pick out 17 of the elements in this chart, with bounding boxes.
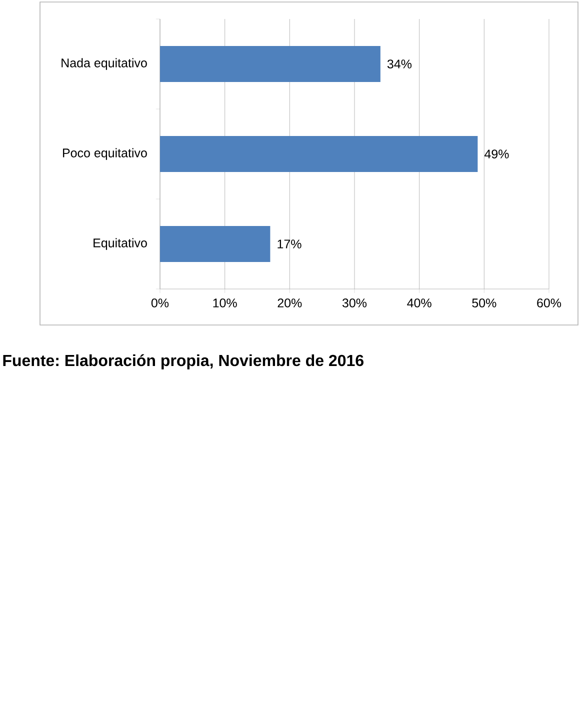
data-label: 17% [278,240,302,248]
source-note: Fuente: Elaboración propia, Noviembre de 2016 [3,354,364,370]
bar [160,136,478,172]
x-tick-label: 10% [213,298,237,308]
bar [160,226,270,262]
y-tick-label: Nada equitativo [62,58,147,70]
x-tick-label: 40% [407,298,432,308]
x-tick-label: 0% [151,298,169,308]
x-tick-label: 20% [278,298,302,308]
x-tick-label: 60% [537,298,562,308]
y-tick-label: Poco equitativo [63,148,147,160]
bar [160,46,380,82]
y-tick-label: Equitativo [94,238,147,250]
data-label: 34% [387,60,412,68]
x-tick-label: 30% [342,298,367,308]
data-label: 49% [484,150,509,158]
x-tick-label: 50% [472,298,496,308]
